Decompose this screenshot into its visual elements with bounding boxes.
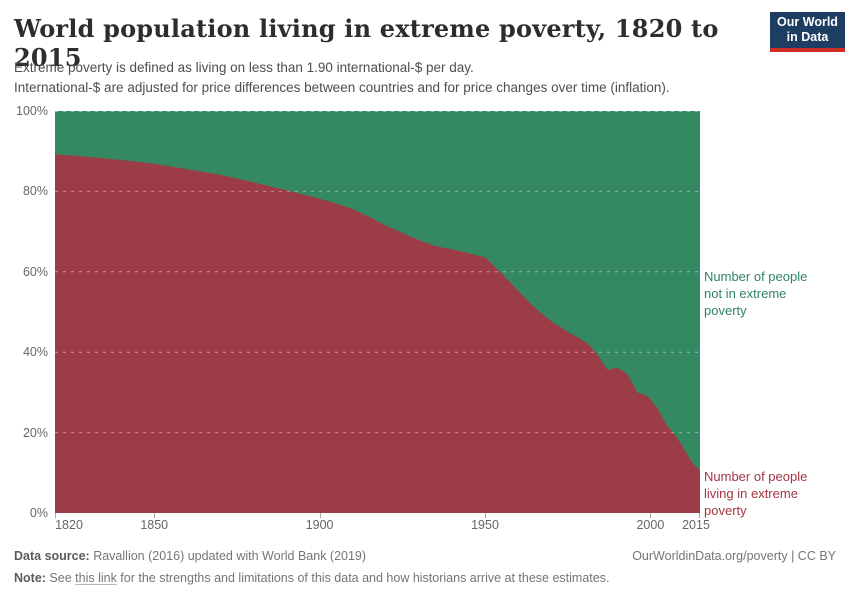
x-tick-label-1900: 1900 [305, 518, 334, 532]
owid-logo[interactable]: Our World in Data [770, 12, 845, 52]
series-label-in-poverty: Number of people living in extreme pover… [704, 469, 808, 518]
series-label-not-in-poverty: Number of people not in extreme poverty [704, 269, 808, 318]
subtitle-line-1: Extreme poverty is defined as living on … [14, 60, 474, 75]
x-tick-label-1820: 1820 [55, 518, 83, 532]
x-tick-1950 [485, 513, 486, 518]
x-tick-label-1850: 1850 [140, 518, 169, 532]
y-tick-label-100: 100% [16, 104, 48, 118]
note-line: Note: See this link for the strengths an… [14, 571, 774, 585]
chart-subtitle: Extreme poverty is defined as living on … [14, 58, 774, 98]
owid-logo-line2: in Data [786, 30, 829, 44]
y-tick-label-40: 40% [22, 345, 48, 360]
note-link[interactable]: this link [75, 571, 117, 585]
x-tick-label-1950: 1950 [471, 518, 499, 532]
data-source-label: Data source: [14, 549, 90, 563]
data-source-text: Ravallion (2016) updated with World Bank… [89, 549, 367, 563]
y-tick-label-60: 60% [22, 264, 48, 279]
area-in-poverty [55, 154, 700, 513]
page-title: World population living in extreme pover… [14, 14, 719, 72]
y-tick-label-20: 20% [22, 425, 48, 440]
x-tick-label-2015: 2015 [682, 518, 710, 532]
note-pre: See [45, 571, 76, 585]
y-tick-label-80: 80% [22, 184, 48, 199]
x-tick-1900 [319, 513, 321, 518]
x-tick-1850 [154, 513, 156, 518]
x-tick-2015 [699, 513, 700, 518]
subtitle-line-2: International-$ are adjusted for price d… [14, 80, 670, 95]
note-post: for the strengths and limitations of thi… [116, 571, 610, 585]
note-label: Note: [14, 571, 46, 585]
area-chart-svg [55, 111, 700, 513]
x-tick-1820 [55, 513, 56, 518]
attribution-link[interactable]: OurWorldinData.org/poverty | CC BY [632, 549, 836, 563]
x-tick-label-2000: 2000 [636, 518, 665, 532]
y-tick-label-0: 0% [29, 506, 48, 520]
x-tick-2000 [650, 513, 652, 518]
owid-logo-line1: Our World [777, 15, 838, 29]
data-source-line: Data source: Ravallion (2016) updated wi… [14, 549, 574, 563]
